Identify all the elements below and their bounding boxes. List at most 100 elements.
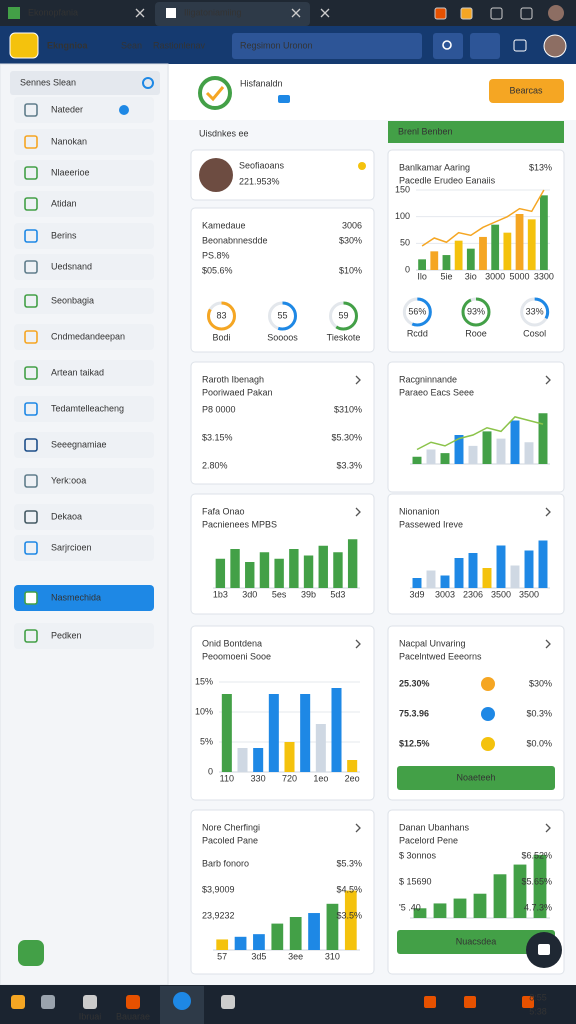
x-tick-label: 3d0 bbox=[242, 589, 257, 599]
nav-label[interactable]: Yerk:ooa bbox=[51, 475, 86, 485]
bar bbox=[440, 575, 450, 588]
nav-link[interactable]: Sean bbox=[121, 40, 142, 50]
nav-label[interactable]: Seeegnamiae bbox=[51, 439, 107, 449]
x-tick-label: 3000 bbox=[485, 271, 505, 281]
window-control[interactable] bbox=[520, 7, 533, 20]
card-chevron[interactable] bbox=[545, 375, 551, 385]
user-avatar[interactable] bbox=[548, 5, 564, 21]
primary-button[interactable] bbox=[489, 79, 564, 103]
bar bbox=[215, 558, 226, 588]
profile-avatar[interactable] bbox=[543, 34, 567, 58]
taskbar-icon[interactable] bbox=[11, 995, 25, 1009]
card-chevron[interactable] bbox=[355, 507, 361, 517]
nav-item[interactable] bbox=[14, 623, 154, 649]
window-control[interactable] bbox=[490, 7, 503, 20]
taskbar-icon[interactable] bbox=[41, 995, 55, 1009]
nav-label[interactable]: Cndmedandeepan bbox=[51, 331, 125, 341]
card-button[interactable] bbox=[397, 766, 555, 790]
donut-value: 59 bbox=[338, 310, 348, 320]
bar bbox=[418, 259, 426, 270]
nav-link[interactable]: Rastionlenav bbox=[153, 40, 206, 50]
taskbar-icon[interactable] bbox=[83, 995, 97, 1009]
nav-label[interactable]: Nlaeerioe bbox=[51, 167, 90, 177]
nav-label[interactable]: Dekaoa bbox=[51, 511, 82, 521]
tab-control[interactable] bbox=[320, 8, 330, 18]
section-tab[interactable] bbox=[388, 121, 564, 143]
x-tick-label: 5d3 bbox=[330, 589, 345, 599]
nav-item[interactable] bbox=[14, 432, 154, 458]
card-title: Nionanion bbox=[399, 506, 440, 516]
bar bbox=[289, 917, 302, 950]
nav-label[interactable]: Seonbagia bbox=[51, 295, 94, 305]
nav-label[interactable]: Artean taikad bbox=[51, 367, 104, 377]
card-chevron[interactable] bbox=[545, 823, 551, 833]
nav-item[interactable] bbox=[14, 360, 154, 386]
nav-label[interactable]: Pedken bbox=[51, 630, 82, 640]
tab-control[interactable] bbox=[291, 8, 301, 18]
bar bbox=[245, 562, 255, 588]
row-label: 2.80% bbox=[202, 460, 228, 470]
nav-icon bbox=[24, 402, 38, 416]
search-box[interactable] bbox=[232, 33, 422, 59]
header-icon[interactable] bbox=[513, 39, 527, 52]
sidebar-search-text: Sennes Slean bbox=[20, 77, 76, 87]
nav-item[interactable] bbox=[14, 288, 154, 314]
nav-icon bbox=[24, 294, 38, 308]
status-dot bbox=[358, 162, 366, 170]
nav-item[interactable] bbox=[14, 223, 154, 249]
nav-item[interactable] bbox=[14, 324, 154, 350]
nav-item[interactable] bbox=[14, 468, 154, 494]
x-tick-label: 5000 bbox=[510, 271, 530, 281]
nav-label[interactable]: Sarjrcioen bbox=[51, 542, 92, 552]
bar bbox=[303, 555, 314, 588]
taskbar-icon[interactable] bbox=[126, 995, 140, 1009]
window-control[interactable] bbox=[434, 7, 447, 20]
nav-icon bbox=[24, 366, 38, 380]
nav-label[interactable]: Nasmechida bbox=[51, 592, 101, 602]
nav-item[interactable] bbox=[14, 160, 154, 186]
card-chevron[interactable] bbox=[355, 823, 361, 833]
nav-label[interactable]: Nanokan bbox=[51, 136, 87, 146]
card-chevron[interactable] bbox=[355, 375, 361, 385]
bar bbox=[347, 760, 358, 772]
bar bbox=[527, 219, 536, 270]
help-button[interactable] bbox=[18, 940, 44, 966]
card-chevron[interactable] bbox=[545, 639, 551, 649]
nav-item[interactable] bbox=[14, 535, 154, 561]
search-button[interactable] bbox=[433, 33, 463, 59]
sidebar-search[interactable] bbox=[10, 71, 160, 95]
tab-title[interactable]: Ekonopfania bbox=[28, 7, 78, 17]
nav-item[interactable] bbox=[14, 504, 154, 530]
nav-label[interactable]: Tedamtelleacheng bbox=[51, 403, 124, 413]
nav-item-active[interactable] bbox=[14, 585, 154, 611]
nav-label[interactable]: Uedsnand bbox=[51, 261, 92, 271]
card-chevron[interactable] bbox=[545, 507, 551, 517]
card-title: Nacpal Unvaring bbox=[399, 638, 466, 648]
nav-label[interactable]: Nateder bbox=[51, 104, 83, 114]
bar bbox=[271, 923, 284, 950]
donut-arc bbox=[461, 297, 491, 327]
nav-label[interactable]: Berins bbox=[51, 230, 77, 240]
active-tab[interactable] bbox=[155, 2, 310, 26]
header-icon[interactable] bbox=[470, 33, 500, 59]
nav-item[interactable] bbox=[14, 396, 154, 422]
profile-photo bbox=[199, 158, 233, 192]
nav-item[interactable] bbox=[14, 254, 154, 280]
nav-item[interactable] bbox=[14, 191, 154, 217]
tab-control[interactable] bbox=[135, 8, 145, 18]
taskbar-icon[interactable] bbox=[221, 995, 235, 1009]
tab-title[interactable]: Iligatoniamiing bbox=[184, 7, 242, 17]
card-button[interactable] bbox=[397, 930, 555, 954]
y-tick-label: 15% bbox=[195, 676, 213, 686]
bar bbox=[426, 570, 436, 588]
nav-item[interactable] bbox=[14, 129, 154, 155]
search-icon bbox=[442, 40, 452, 50]
nav-label[interactable]: Atidan bbox=[51, 198, 77, 208]
nav-item[interactable] bbox=[14, 97, 154, 123]
section-label: Uisdnkes ee bbox=[199, 128, 249, 138]
bar bbox=[442, 255, 451, 270]
donut-arc bbox=[268, 301, 297, 331]
window-control[interactable] bbox=[460, 7, 473, 20]
list-value: $12.5% bbox=[399, 738, 430, 748]
card-chevron[interactable] bbox=[355, 639, 361, 649]
